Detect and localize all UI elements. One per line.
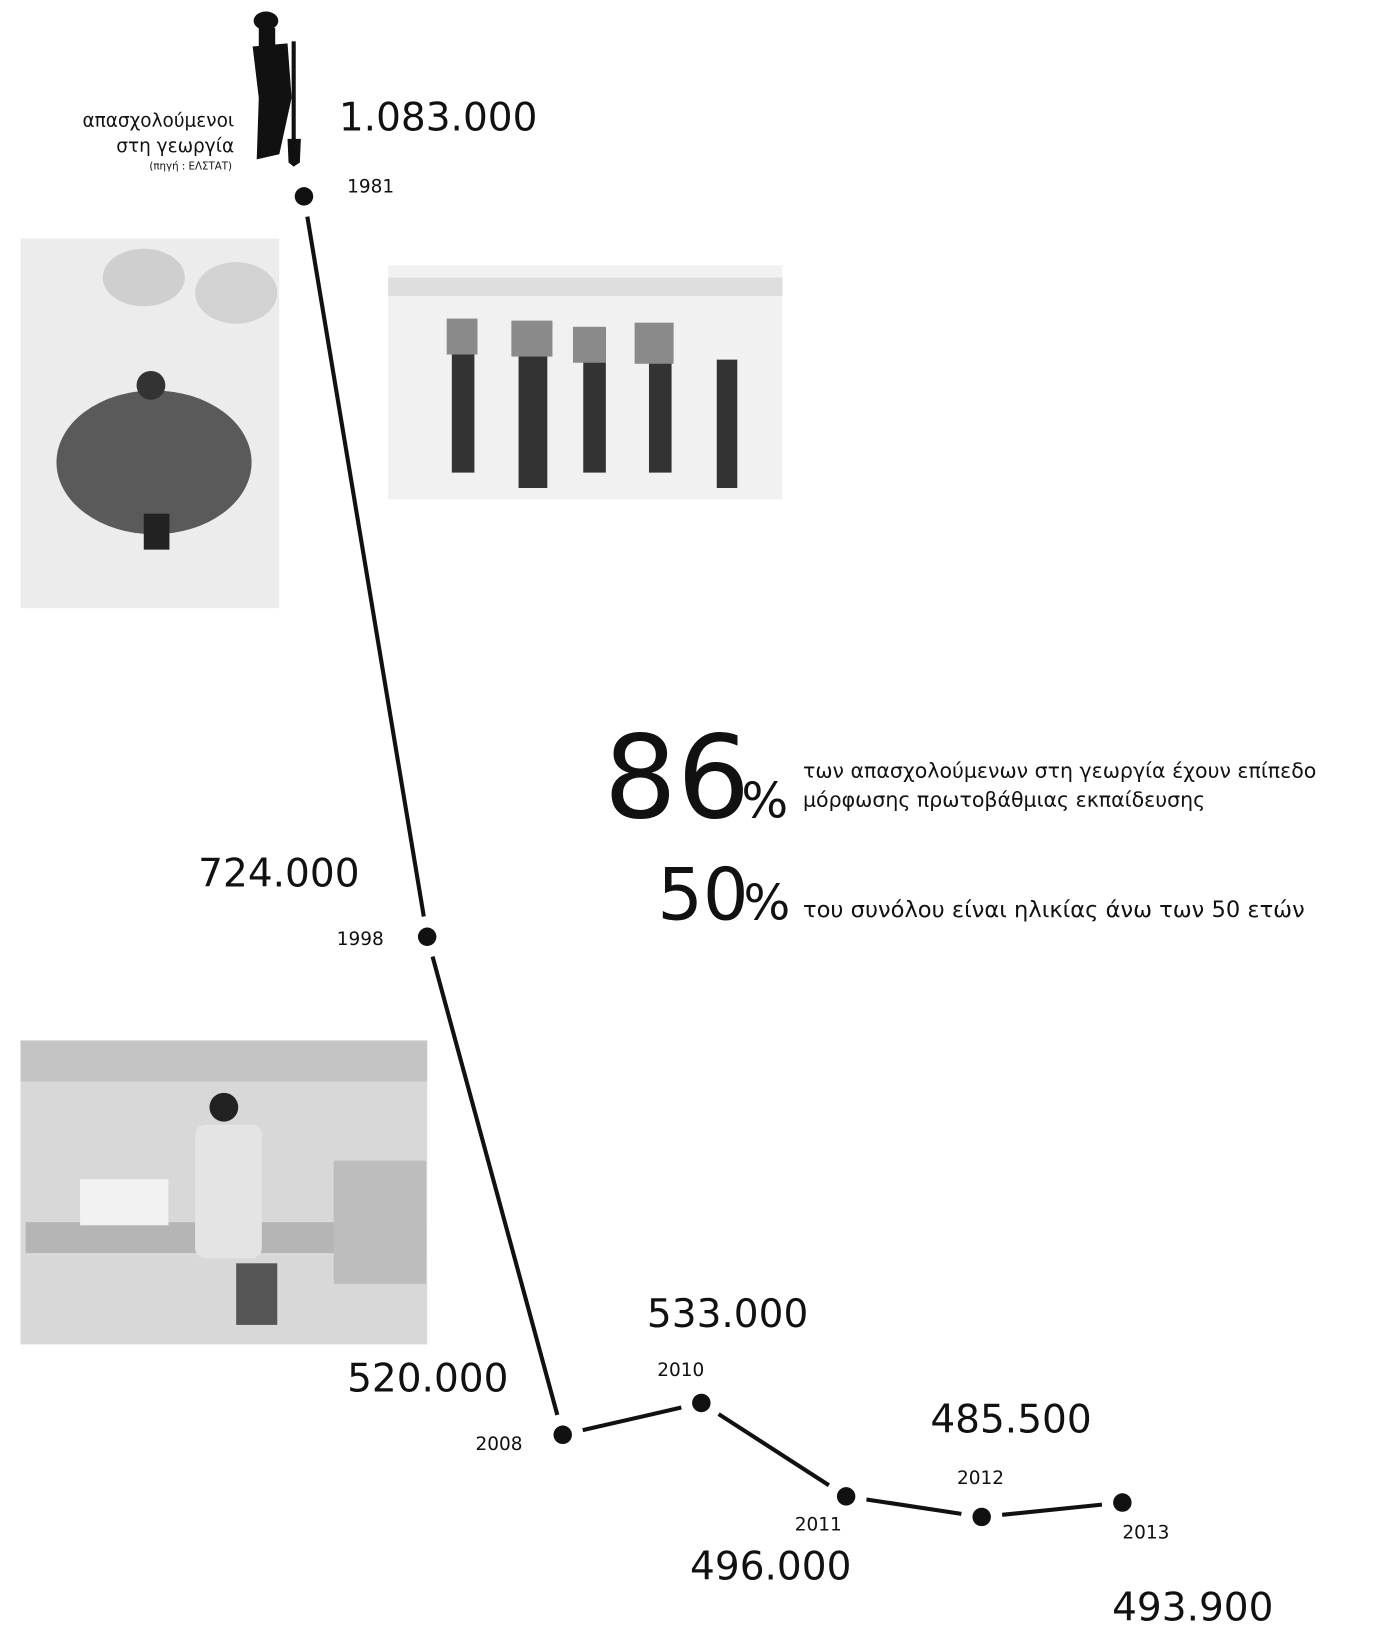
stat-unit: % — [741, 772, 788, 830]
point — [692, 1394, 710, 1412]
farmer-icon — [253, 12, 301, 167]
year-label: 2013 — [1122, 1522, 1169, 1543]
connector — [719, 1414, 829, 1485]
connector — [583, 1408, 682, 1431]
header: απασχολούμενοι στη γεωργία (πηγή : ΕΛΣΤΑ… — [82, 111, 234, 173]
year-label: 2011 — [795, 1514, 842, 1535]
point — [418, 928, 436, 946]
photo-hay — [21, 238, 280, 608]
stat-text: του συνόλου είναι ηλικίας άνω των 50 ετώ… — [803, 897, 1305, 923]
value-label: 485.500 — [930, 1398, 1091, 1443]
value-label: 533.000 — [647, 1292, 808, 1337]
stats: 86% των απασχολούμενων στη γεωργία έχουν … — [604, 712, 1317, 937]
year-label: 2012 — [957, 1468, 1004, 1489]
value-label: 724.000 — [198, 851, 359, 896]
photo-porch — [21, 1040, 428, 1344]
stat-text: των απασχολούμενων στη γεωργία έχουν επί… — [803, 759, 1316, 783]
header-line: στη γεωργία — [116, 136, 234, 157]
year-label: 1998 — [337, 929, 384, 950]
value-label: 496.000 — [690, 1545, 851, 1590]
point — [553, 1426, 571, 1444]
point — [837, 1487, 855, 1505]
connector — [433, 957, 558, 1415]
infographic: απασχολούμενοι στη γεωργία (πηγή : ΕΛΣΤΑ… — [0, 0, 1376, 1625]
value-label: 520.000 — [347, 1357, 508, 1402]
point — [295, 187, 313, 205]
point — [1113, 1493, 1131, 1511]
photo-workers — [388, 265, 782, 499]
stat-text: μόρφωσης πρωτοβάθμιας εκπαίδευσης — [803, 787, 1205, 811]
value-label: 1.083.000 — [339, 96, 538, 141]
year-label: 2010 — [657, 1360, 704, 1381]
header-line: απασχολούμενοι — [82, 111, 234, 132]
stat-number: 50 — [657, 852, 748, 936]
year-label: 2008 — [475, 1434, 522, 1455]
year-label: 1981 — [347, 176, 394, 197]
point — [972, 1508, 990, 1526]
stat-unit: % — [743, 873, 790, 931]
source: (πηγή : ΕΛΣΤΑΤ) — [149, 161, 232, 173]
value-label: 493.900 — [1112, 1586, 1273, 1625]
connector — [866, 1499, 961, 1513]
stat-number: 86 — [604, 712, 750, 846]
connector — [1002, 1505, 1102, 1515]
